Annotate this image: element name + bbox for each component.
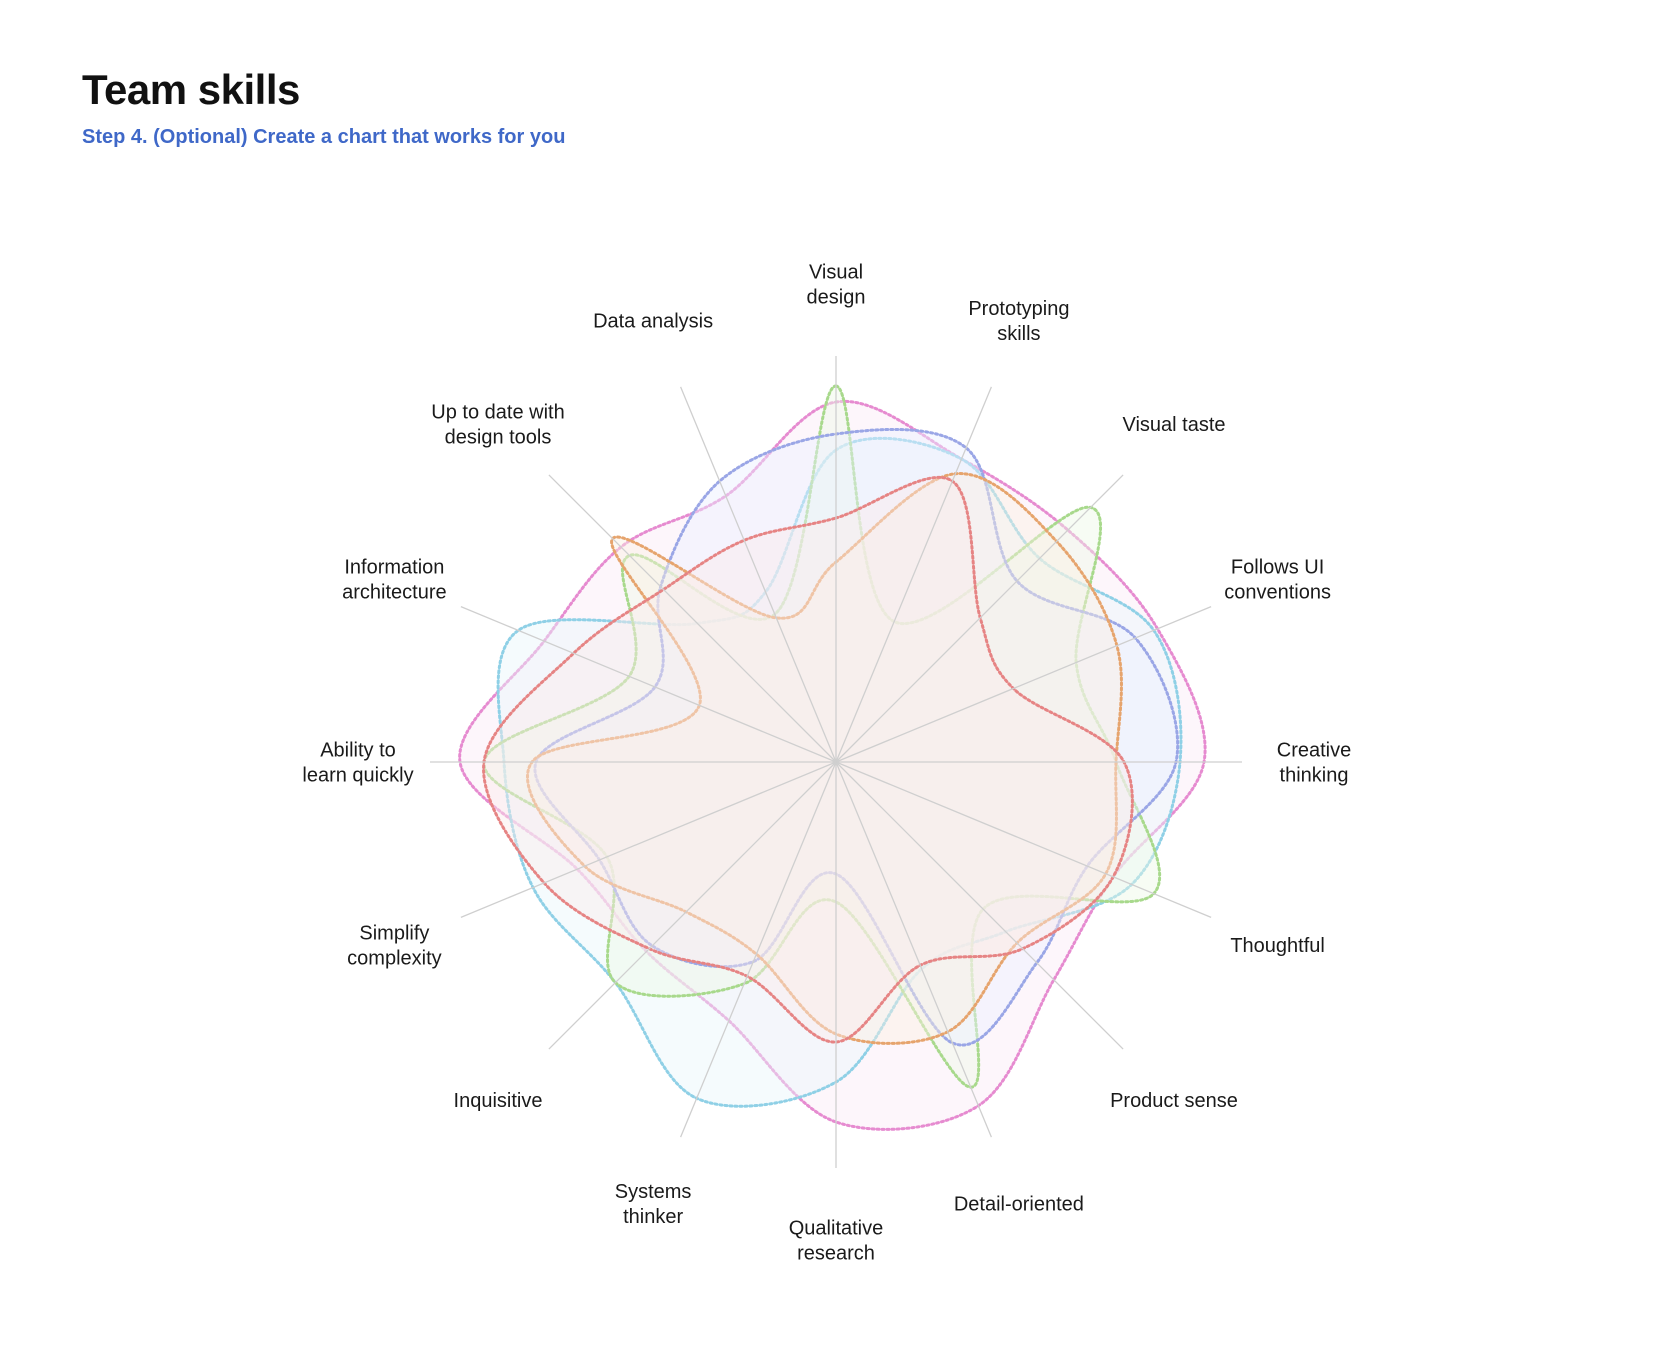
axis-spoke-prototyping-skills: [835, 386, 993, 763]
axis-label-line: Simplify: [359, 922, 429, 944]
axis-label-line: Prototyping: [968, 298, 1069, 320]
page-title: Team skills: [82, 66, 300, 113]
axis-label-line: research: [797, 1243, 875, 1265]
axis-spoke-detail-oriented: [835, 761, 993, 1138]
axis-label-line: Qualitative: [789, 1218, 884, 1240]
axis-label-line: complexity: [347, 947, 441, 969]
axis-label-prototyping-skills: Prototyping skills: [968, 298, 1069, 345]
axis-label-line: Creative: [1277, 740, 1351, 762]
axis-label-line: learn quickly: [302, 765, 413, 787]
radar-series-3: [482, 384, 1162, 1089]
axis-spoke-inquisitive: [548, 761, 837, 1050]
axis-label-line: skills: [997, 323, 1040, 345]
axis-label-line: Inquisitive: [454, 1090, 543, 1112]
series-layer: [458, 384, 1207, 1131]
axis-label-data-analysis: Data analysis: [593, 310, 713, 332]
axis-label-line: Visual taste: [1122, 414, 1225, 436]
axis-spoke-data-analysis: [679, 386, 837, 763]
axis-label-line: Thoughtful: [1230, 935, 1325, 957]
axis-spoke-follows-ui-conventions: [835, 605, 1212, 763]
radar-series-2: [496, 436, 1183, 1108]
axis-label-simplify-complexity: Simplify complexity: [347, 922, 441, 969]
axis-spoke-simplify-complexity: [460, 761, 837, 919]
axis-label-line: conventions: [1224, 582, 1331, 604]
axis-label-product-sense: Product sense: [1110, 1090, 1238, 1112]
axis-label-line: Information: [344, 557, 444, 579]
axis-label-line: Product sense: [1110, 1090, 1238, 1112]
axis-label-line: Ability to: [320, 740, 396, 762]
axis-label-line: Detail-oriented: [954, 1194, 1084, 1216]
axis-label-line: Up to date with: [431, 402, 564, 424]
axis-label-visual-taste: Visual taste: [1122, 414, 1225, 436]
axis-label-line: design tools: [445, 427, 552, 449]
axis-spoke-visual-taste: [835, 474, 1124, 763]
axis-label-ability-to-learn-quickly: Ability to learn quickly: [302, 740, 413, 787]
axis-label-follows-ui-conventions: Follows UI conventions: [1224, 557, 1331, 604]
axis-spoke-thoughtful: [835, 761, 1212, 919]
axis-spoke-information-architecture: [460, 605, 837, 763]
axis-label-qualitative-research: Qualitative research: [789, 1218, 884, 1265]
axis-label-line: Data analysis: [593, 310, 713, 332]
axis-label-detail-oriented: Detail-oriented: [954, 1194, 1084, 1216]
axis-label-visual-design: Visual design: [807, 262, 866, 309]
axis-label-systems-thinker: Systems thinker: [615, 1181, 692, 1228]
axis-label-line: Systems: [615, 1181, 692, 1203]
axis-label-thoughtful: Thoughtful: [1230, 935, 1325, 957]
axis-spoke-product-sense: [835, 761, 1124, 1050]
axis-label-line: thinker: [623, 1206, 683, 1228]
radar-series-5: [525, 472, 1123, 1045]
axis-label-up-to-date-with-design-tools: Up to date with design tools: [431, 402, 564, 449]
spoke-layer: [430, 356, 1242, 1168]
axis-label-line: design: [807, 287, 866, 309]
axis-label-line: Follows UI: [1231, 557, 1324, 579]
axis-label-line: architecture: [342, 582, 447, 604]
axis-label-information-architecture: Information architecture: [342, 557, 447, 604]
axis-label-line: Visual: [809, 262, 863, 284]
axis-spoke-up-to-date-with-design-tools: [548, 474, 837, 763]
radar-series-4: [533, 427, 1180, 1047]
axis-label-inquisitive: Inquisitive: [454, 1090, 543, 1112]
page-subtitle: Step 4. (Optional) Create a chart that w…: [82, 126, 566, 148]
axis-label-creative-thinking: Creative thinking: [1277, 740, 1351, 787]
axis-spoke-systems-thinker: [679, 761, 837, 1138]
axis-label-line: thinking: [1280, 765, 1349, 787]
axis-label-layer: Visual design Prototyping skills Visual tast…: [302, 262, 1351, 1265]
